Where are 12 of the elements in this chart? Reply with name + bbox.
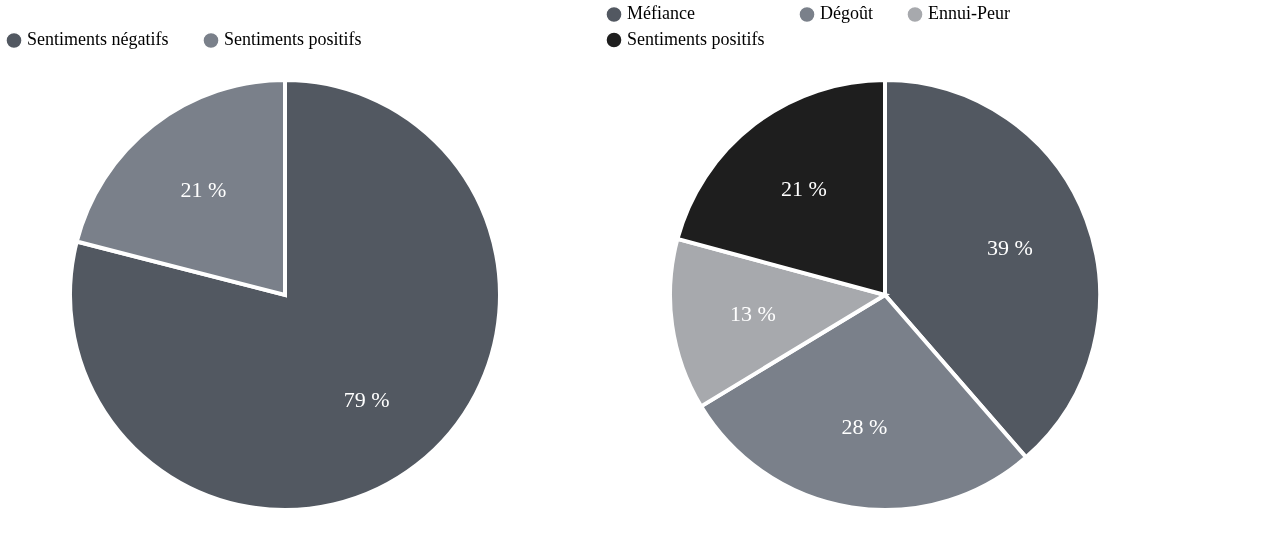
legend-label: Dégoût xyxy=(820,3,873,24)
legend-label: Méfiance xyxy=(627,3,695,24)
data-label: 21 % xyxy=(180,176,227,202)
data-label: 28 % xyxy=(841,413,888,439)
data-label: 13 % xyxy=(730,300,776,326)
legend-label: Sentiments négatifs xyxy=(27,29,169,50)
data-label: 79 % xyxy=(343,387,390,413)
legend-label: Sentiments positifs xyxy=(224,29,362,50)
legend-label: Ennui-Peur xyxy=(928,3,1010,24)
legend-label: Sentiments positifs xyxy=(627,29,765,49)
data-label: 21 % xyxy=(781,176,827,202)
data-label: 39 % xyxy=(986,235,1033,261)
